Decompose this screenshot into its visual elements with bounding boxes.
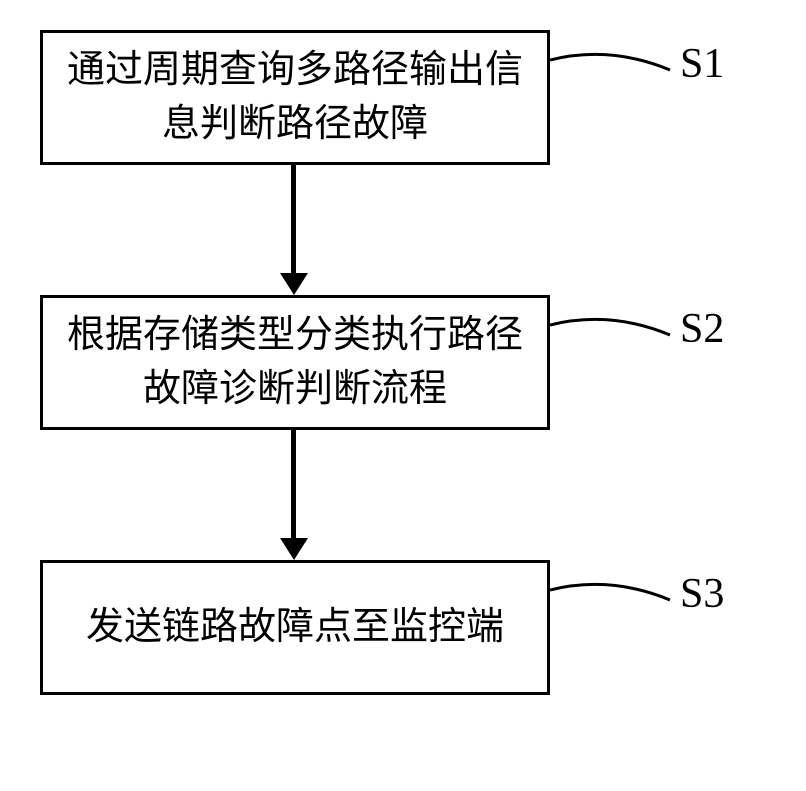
step-s3-line1: 发送链路故障点至监控端 <box>86 606 504 648</box>
connector-curve-s1 <box>550 35 680 95</box>
connector-curve-s2 <box>550 300 680 360</box>
step-box-s3: 发送链路故障点至监控端 <box>40 560 550 695</box>
step-text-s3: 发送链路故障点至监控端 <box>86 601 504 654</box>
step-s1-line1: 通过周期查询多路径输出信 <box>67 49 523 91</box>
connector-curve-s3 <box>550 565 680 625</box>
step-text-s1: 通过周期查询多路径输出信 息判断路径故障 <box>67 44 523 150</box>
arrow-line-2 <box>291 430 296 540</box>
arrow-head-1 <box>280 273 308 295</box>
label-s1: S1 <box>680 40 724 88</box>
step-s2-line2: 故障诊断判断流程 <box>143 368 447 410</box>
step-s2-line1: 根据存储类型分类执行路径 <box>67 314 523 356</box>
arrow-head-2 <box>280 538 308 560</box>
label-s2: S2 <box>680 305 724 353</box>
step-box-s2: 根据存储类型分类执行路径 故障诊断判断流程 <box>40 295 550 430</box>
step-s1-line2: 息判断路径故障 <box>162 103 428 145</box>
step-box-s1: 通过周期查询多路径输出信 息判断路径故障 <box>40 30 550 165</box>
arrow-line-1 <box>291 165 296 275</box>
label-s3: S3 <box>680 570 724 618</box>
step-text-s2: 根据存储类型分类执行路径 故障诊断判断流程 <box>67 309 523 415</box>
